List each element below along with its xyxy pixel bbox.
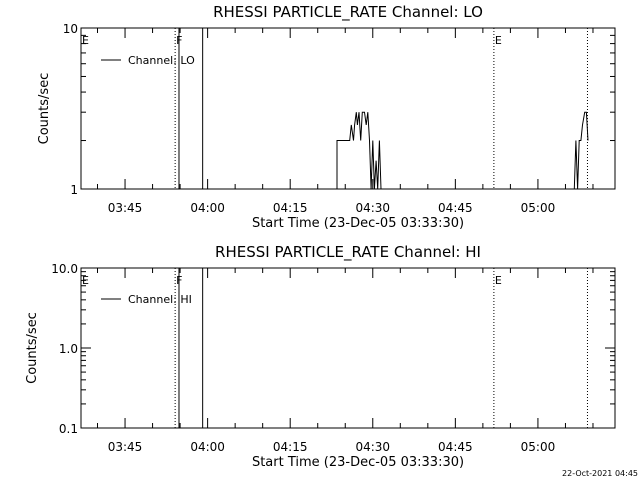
series-line-segment [573, 111, 589, 190]
y-tick-label: 1 [70, 183, 78, 197]
x-tick-label: 04:45 [438, 440, 473, 454]
x-axis-label: Start Time (23-Dec-05 03:33:30) [252, 216, 464, 231]
legend-entry: Channel: HI [128, 293, 192, 306]
footer-timestamp: 22-Oct-2021 04:45 [562, 469, 638, 478]
flag-label: E [82, 274, 89, 287]
x-tick-label: 03:45 [108, 440, 143, 454]
y-axis-label: Counts/sec [25, 312, 40, 384]
chart-panel-2: RHESSI PARTICLE_RATE Channel: HI Start Ti… [25, 243, 616, 470]
flag-label: E [495, 34, 502, 47]
series-line-segment [336, 111, 383, 190]
x-tick-label: 03:45 [108, 201, 143, 215]
x-tick-label: 04:15 [273, 201, 308, 215]
x-tick-label: 04:45 [438, 201, 473, 215]
x-axis-label: Start Time (23-Dec-05 03:33:30) [252, 455, 464, 470]
y-tick-label: 10.0 [51, 262, 78, 276]
chart-title: RHESSI PARTICLE_RATE Channel: LO [213, 3, 483, 22]
plot-frame [80, 27, 616, 190]
x-tick-label: 04:00 [190, 201, 225, 215]
x-tick-label: 04:00 [190, 440, 225, 454]
y-tick-label: 10 [63, 22, 78, 36]
x-tick-label: 04:15 [273, 440, 308, 454]
flag-label: E [82, 34, 89, 47]
x-tick-label: 05:00 [521, 440, 556, 454]
x-tick-label: 05:00 [521, 201, 556, 215]
legend-entry: Channel: LO [128, 54, 195, 67]
y-axis-label: Counts/sec [37, 73, 52, 145]
flag-label: E [495, 274, 502, 287]
chart-panel-1: RHESSI PARTICLE_RATE Channel: LO Start Ti… [37, 3, 616, 231]
plot-frame [80, 267, 616, 429]
x-tick-label: 04:30 [355, 440, 390, 454]
x-tick-label: 04:30 [355, 201, 390, 215]
chart-title: RHESSI PARTICLE_RATE Channel: HI [215, 243, 481, 262]
y-tick-label: 1.0 [59, 342, 78, 356]
y-tick-label: 0.1 [59, 422, 78, 436]
